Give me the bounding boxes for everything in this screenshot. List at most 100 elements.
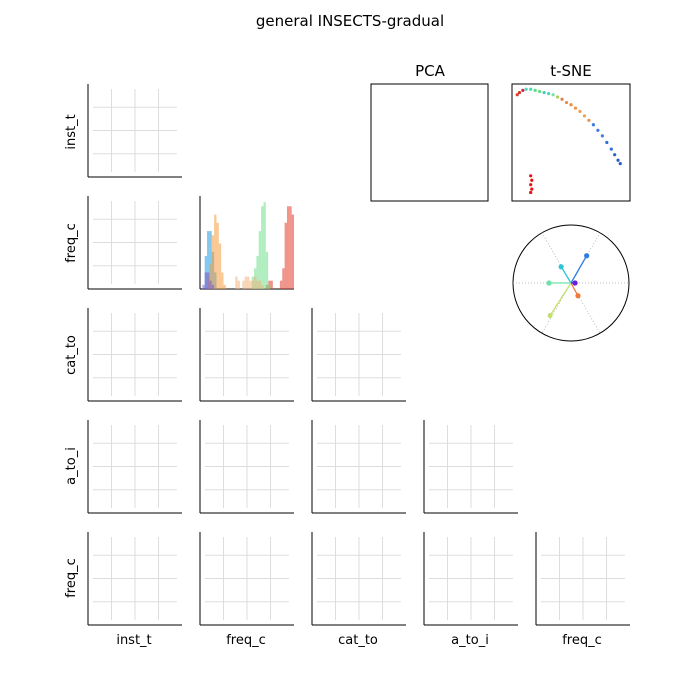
- pca-title: PCA: [415, 62, 446, 80]
- figure-title: general INSECTS-gradual: [256, 12, 444, 30]
- tsne-point-8: [547, 92, 551, 96]
- hist-bar-5-24: [256, 280, 259, 289]
- tsne-point-7: [542, 90, 546, 95]
- tsne-point-17: [587, 118, 591, 122]
- hist-bar-2-3: [207, 272, 210, 289]
- pair-panel-2-0: [87, 308, 182, 402]
- hist-bar-3-39: [291, 214, 294, 289]
- pair-panel-0-0: [87, 84, 182, 178]
- hist-bar-5-23: [254, 276, 257, 289]
- polar-point-3: [546, 280, 552, 286]
- tsne-point-22: [609, 147, 613, 151]
- hist-bar-4-28: [265, 251, 269, 289]
- hist-bar-5-26: [261, 284, 264, 289]
- row-label-a_to_i: a_to_i: [64, 447, 79, 485]
- hist-bar-3-34: [279, 280, 283, 289]
- row-label-inst_t: inst_t: [64, 114, 79, 149]
- tsne-point-10: [555, 95, 560, 99]
- hist-bar-3-37: [286, 206, 290, 289]
- pair-panel-1-0: [87, 196, 182, 290]
- row-label-freq_c: freq_c: [64, 223, 79, 263]
- polar-point-2: [558, 264, 564, 270]
- tsne-panel: t-SNE: [511, 62, 631, 202]
- pair-panel-4-0: [87, 532, 182, 626]
- tsne-point-28: [529, 183, 533, 187]
- col-label-cat_to: cat_to: [338, 633, 378, 648]
- pair-panel-3-0: [87, 420, 182, 514]
- polar-vector-0: [570, 255, 588, 284]
- hist-bar-2-1: [202, 284, 205, 289]
- hist-bar-5-15: [235, 276, 238, 289]
- tsne-point-21: [605, 140, 609, 145]
- hist-bar-1-8: [218, 243, 222, 289]
- col-label-freq_c: freq_c: [226, 633, 266, 648]
- pair-panel-4-4: [535, 532, 630, 626]
- hist-bar-4-27: [263, 202, 266, 289]
- hist-bar-2-2: [204, 272, 208, 289]
- tsne-points: [515, 87, 622, 195]
- tsne-point-5: [533, 88, 537, 92]
- row-label-freq_c-2: freq_c: [64, 558, 79, 598]
- tsne-point-14: [573, 106, 578, 110]
- tsne-point-24: [616, 158, 620, 162]
- row-label-cat_to: cat_to: [64, 335, 79, 375]
- pair-panel-4-3: [423, 532, 518, 626]
- polar-vector-4: [549, 282, 572, 316]
- polar-vectors: [546, 253, 590, 319]
- pair-panel-4-2: [311, 532, 406, 626]
- hist-bar-4-24: [256, 255, 259, 289]
- hist-bar-0-4: [209, 231, 212, 289]
- hist-bar-4-26: [261, 206, 264, 289]
- hist-bar-3-38: [289, 206, 292, 289]
- tsne-point-11: [560, 97, 564, 101]
- tsne-point-23: [613, 153, 617, 157]
- col-label-a_to_i: a_to_i: [451, 633, 489, 648]
- hist-bar-1-9: [221, 272, 224, 289]
- hist-bar-5-25: [258, 280, 262, 289]
- tsne-point-1: [517, 90, 522, 95]
- polar-point-0: [584, 253, 590, 259]
- hist-bar-5-20: [247, 276, 250, 289]
- hist-bar-1-10: [223, 284, 226, 289]
- tsne-point-6: [538, 89, 542, 94]
- tsne-point-26: [529, 174, 533, 178]
- tsne-point-20: [600, 134, 604, 138]
- freq-c-histogram: [202, 202, 294, 289]
- hist-bar-1-5: [211, 235, 215, 289]
- hist-bar-2-5: [211, 284, 215, 289]
- tsne-point-2: [521, 88, 525, 92]
- tsne-title: t-SNE: [550, 62, 592, 80]
- hist-bar-4-29: [268, 284, 271, 289]
- polar-point-4: [547, 312, 553, 319]
- polar-vector-2: [560, 266, 572, 284]
- pair-panel-4-1: [199, 532, 294, 626]
- tsne-point-9: [551, 93, 555, 97]
- col-labels: inst_t freq_c cat_to a_to_i freq_c: [116, 633, 601, 648]
- pca-frame: [370, 83, 489, 202]
- pair-panel-3-1: [199, 420, 294, 514]
- tsne-point-4: [529, 87, 533, 91]
- tsne-point-13: [569, 103, 573, 107]
- hist-bar-3-35: [282, 268, 285, 289]
- hist-bar-5-18: [242, 280, 245, 289]
- pairwise-grid: [87, 84, 630, 626]
- row-labels: inst_t freq_c cat_to a_to_i freq_c: [64, 114, 79, 597]
- hist-bar-4-25: [258, 231, 262, 289]
- tsne-point-12: [564, 100, 569, 105]
- polar-point-5: [572, 280, 578, 286]
- hist-bar-0-3: [207, 231, 210, 289]
- hist-bar-5-16: [237, 280, 240, 289]
- tsne-point-27: [530, 178, 534, 182]
- polar-point-1: [575, 293, 581, 299]
- tsne-point-18: [591, 123, 596, 127]
- tsne-point-15: [578, 109, 582, 114]
- tsne-frame: [511, 83, 631, 202]
- pair-panel-3-3: [423, 420, 518, 514]
- hist-bar-3-30: [270, 280, 273, 289]
- pair-panel-2-1: [199, 308, 294, 402]
- col-label-inst_t: inst_t: [116, 633, 151, 648]
- pair-panel-2-2: [311, 308, 406, 402]
- tsne-point-25: [618, 161, 622, 166]
- polar-loadings: [512, 224, 630, 342]
